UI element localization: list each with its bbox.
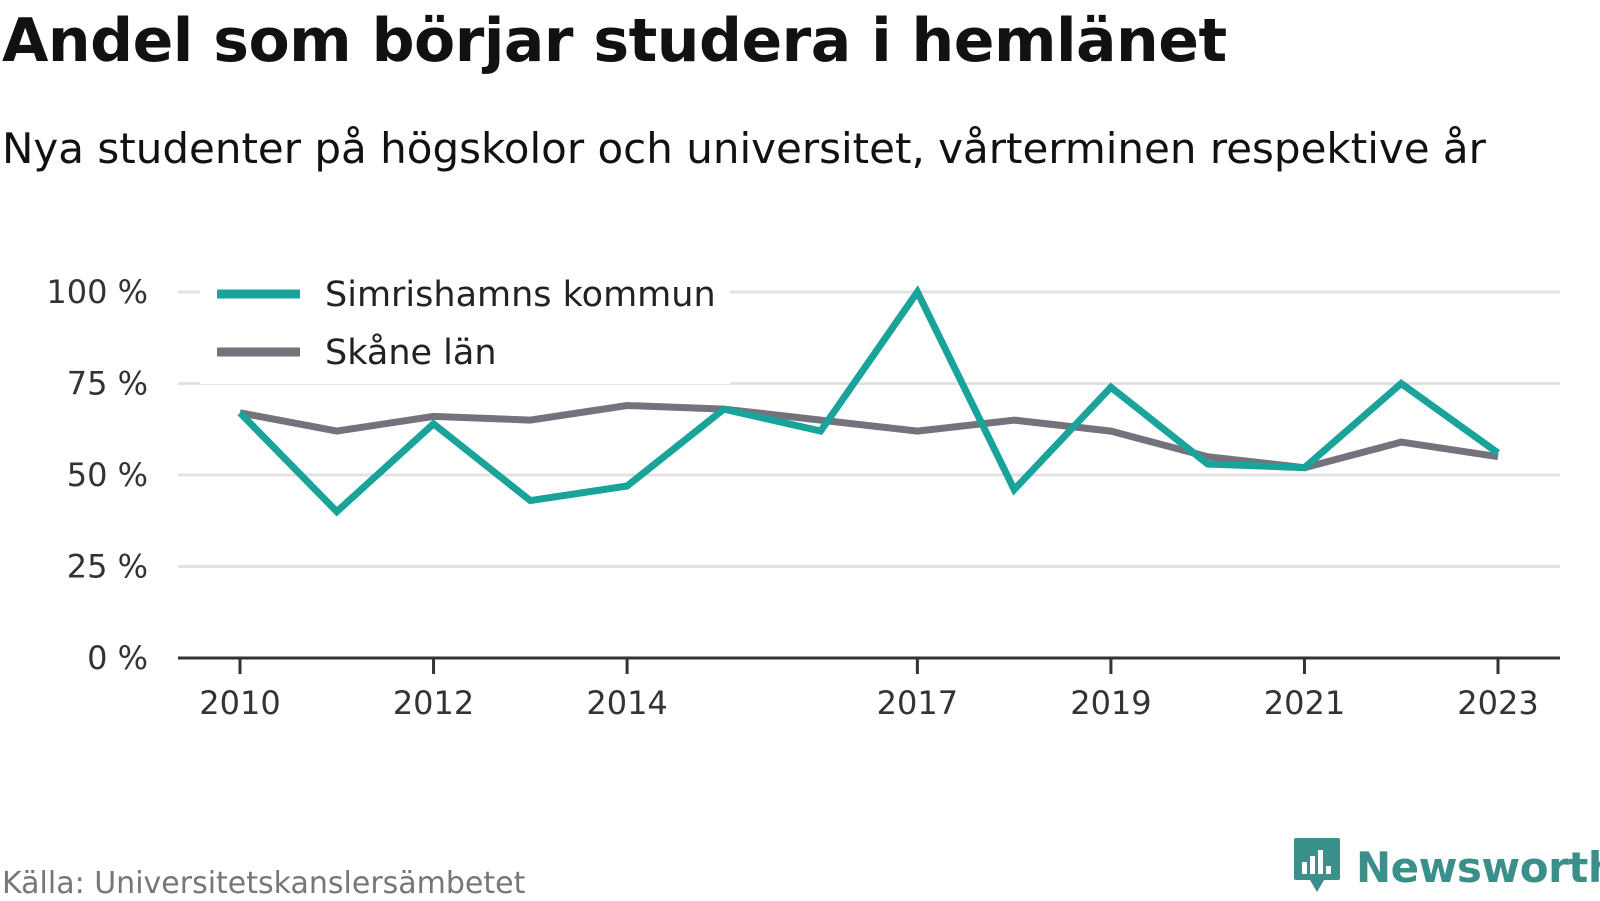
y-tick-label: 25 % [67, 548, 148, 586]
source-note: Källa: Universitetskanslersämbetet [2, 866, 526, 901]
x-tick-label: 2010 [199, 684, 280, 722]
x-axis: 2010 2012 2014 2017 2019 2021 2023 [178, 656, 1560, 722]
x-tick-label: 2019 [1070, 684, 1151, 722]
y-tick-label: 75 % [67, 365, 148, 403]
y-axis-ticks: 0 % 25 % 50 % 75 % 100 % [46, 273, 148, 677]
series-line-1 [237, 285, 1501, 517]
y-tick-label: 0 % [87, 639, 148, 677]
bar-chart-speech-bubble-icon [1294, 838, 1340, 892]
chart-subtitle: Nya studenter på högskolor och universit… [2, 124, 1486, 173]
legend-label: Simrishamns kommun [325, 275, 716, 315]
x-tick-label: 2012 [393, 684, 474, 722]
legend: Simrishamns kommun Skåne län [200, 262, 730, 384]
x-tick-label: 2021 [1264, 684, 1345, 722]
x-tick-label: 2023 [1457, 684, 1538, 722]
series-line-2 [239, 401, 1499, 472]
y-tick-label: 100 % [46, 273, 148, 311]
x-tick-label: 2017 [877, 684, 958, 722]
brand-logo: Newsworthy [1292, 836, 1600, 898]
legend-label: Skåne län [325, 332, 497, 373]
y-tick-label: 50 % [67, 456, 148, 494]
series-lines [237, 285, 1501, 517]
x-tick-label: 2014 [586, 684, 667, 722]
chart-title: Andel som börjar studera i hemlänet [2, 6, 1227, 76]
legend-background [200, 262, 730, 384]
brand-name: Newsworthy [1356, 842, 1600, 892]
